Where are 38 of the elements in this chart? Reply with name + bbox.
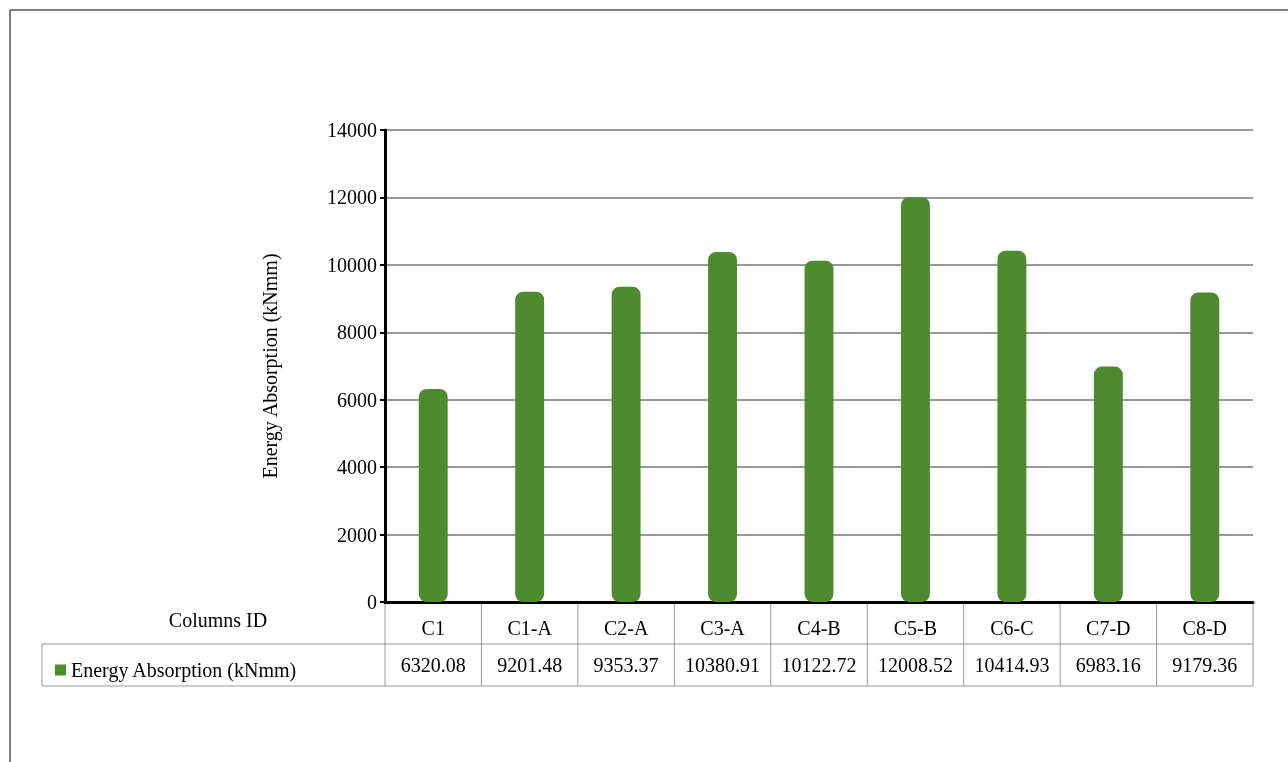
bar <box>804 260 834 602</box>
data-label: 12008.52 <box>877 654 953 676</box>
y-axis-title: Energy Absorption (kNmm) <box>259 253 282 479</box>
bar <box>900 197 930 602</box>
bar <box>611 286 641 602</box>
x-tick-label: C7-D <box>1086 617 1131 639</box>
bar <box>997 250 1027 602</box>
y-tick-label: 14000 <box>327 119 377 141</box>
bar <box>708 252 738 602</box>
data-label: 6320.08 <box>400 654 466 676</box>
x-tick-label: C1-A <box>507 617 553 639</box>
legend-label: Energy Absorption (kNmm) <box>71 659 297 682</box>
x-tick-label: C1 <box>421 617 445 639</box>
x-tick-label: C8-D <box>1182 617 1227 639</box>
x-tick-label: C5-B <box>893 617 938 639</box>
data-label: 10122.72 <box>781 654 857 676</box>
y-tick-label: 12000 <box>327 186 377 209</box>
x-tick-label: C3-A <box>700 617 746 639</box>
data-label: 10414.93 <box>974 654 1050 676</box>
bar <box>1093 366 1123 602</box>
bar <box>418 388 448 602</box>
x-axis-title: Columns ID <box>168 609 268 631</box>
x-tick-label: C4-B <box>797 617 841 639</box>
bar <box>515 291 545 602</box>
data-label: 9353.37 <box>593 654 659 676</box>
y-tick-label: 10000 <box>327 253 377 276</box>
data-label: 10380.91 <box>685 654 761 676</box>
y-tick-label: 4000 <box>337 456 377 479</box>
y-tick-label: 2000 <box>337 523 377 546</box>
data-label: 9179.36 <box>1172 654 1238 676</box>
data-label: 9201.48 <box>497 654 563 676</box>
y-tick-label: 0 <box>367 591 377 613</box>
bar <box>1190 292 1220 602</box>
y-tick-label: 8000 <box>337 321 377 344</box>
x-tick-label: C6-C <box>990 617 1034 639</box>
y-tick-label: 6000 <box>337 388 377 411</box>
data-label: 6983.16 <box>1075 654 1141 676</box>
x-tick-label: C2-A <box>603 617 649 639</box>
